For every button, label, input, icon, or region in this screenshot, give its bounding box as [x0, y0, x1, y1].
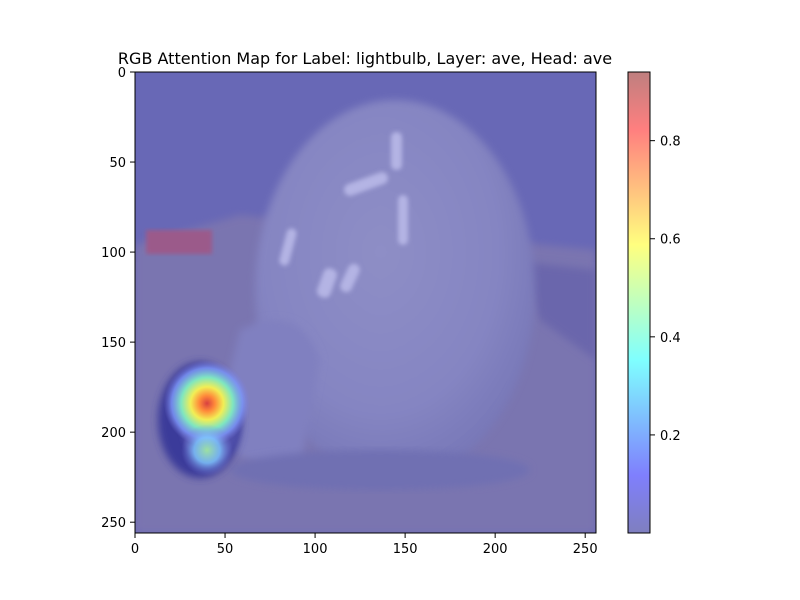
- x-axis: 0 50 100 150 200 250: [131, 533, 598, 557]
- colorbar-tick-label: 0.6: [660, 233, 681, 248]
- y-tick-label: 250: [101, 516, 126, 531]
- colorbar-tick-label: 0.2: [660, 429, 681, 444]
- colorbar-tick-label: 0.8: [660, 135, 681, 150]
- chart-title: RGB Attention Map for Label: lightbulb, …: [118, 49, 612, 68]
- x-tick-label: 100: [303, 542, 328, 557]
- attention-hotspot: [163, 360, 251, 447]
- y-tick-label: 100: [101, 246, 126, 261]
- y-tick-label: 0: [118, 66, 126, 81]
- attention-hotspot: [181, 424, 233, 477]
- x-tick-label: 50: [217, 542, 234, 557]
- y-tick-label: 150: [101, 336, 126, 351]
- x-tick-label: 150: [393, 542, 418, 557]
- x-tick-label: 250: [573, 542, 598, 557]
- y-tick-label: 200: [101, 426, 126, 441]
- colorbar-tick-label: 0.4: [660, 331, 681, 346]
- x-tick-label: 0: [131, 542, 139, 557]
- colorbar-axis: 0.2 0.4 0.6 0.8: [650, 135, 681, 444]
- attention-image: [135, 72, 596, 533]
- colorbar-frame: [627, 71, 651, 534]
- y-tick-label: 50: [109, 156, 126, 171]
- x-tick-label: 200: [483, 542, 508, 557]
- plot-frame: [134, 71, 597, 534]
- colorbar: [628, 72, 650, 533]
- y-axis: 0 50 100 150 200 250: [101, 66, 135, 531]
